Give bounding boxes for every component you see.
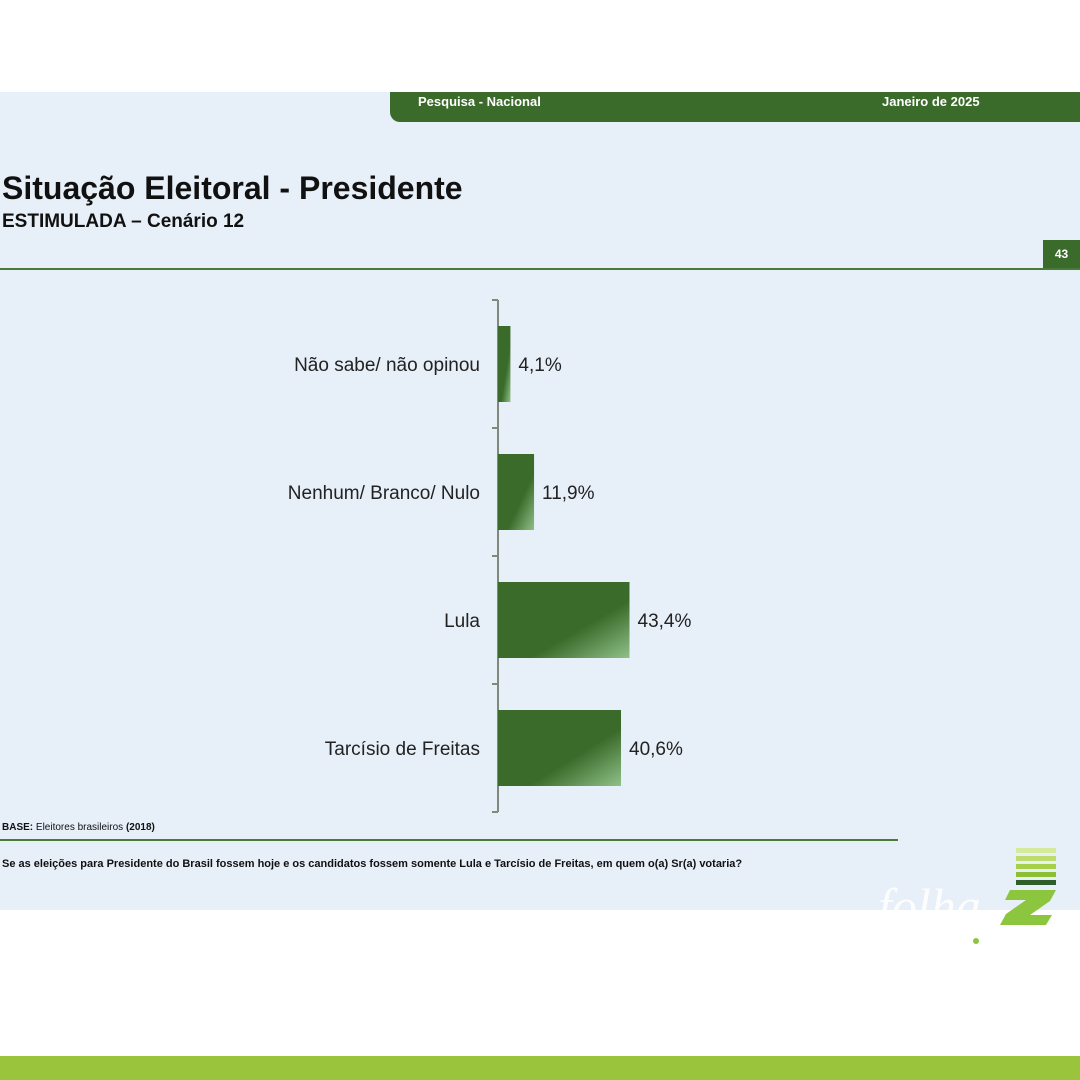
base-text: Eleitores brasileiros (35, 822, 124, 833)
title-divider (0, 268, 1080, 270)
chart-title: Situação Eleitoral - Presidente (2, 170, 463, 206)
bar-chart: Não sabe/ não opinou 4,1% Nenhum/ Branco/ … (288, 299, 692, 813)
data-label: 4,1% (518, 355, 561, 376)
header-bar: Pesquisa - Nacional Janeiro de 2025 (390, 92, 1080, 122)
footer-divider (0, 839, 898, 841)
survey-question: Se as eleições para Presidente do Brasil… (2, 858, 743, 870)
report-slide: Pesquisa - Nacional Janeiro de 2025 Situ… (0, 92, 1080, 910)
folhaz-logo: folha com (878, 848, 1056, 949)
page-number-badge: 43 (1043, 240, 1080, 268)
svg-text:com: com (985, 933, 1011, 949)
base-note: BASE: Eleitores brasileiros (2018) (2, 822, 155, 833)
category-label: Nenhum/ Branco/ Nulo (288, 483, 480, 504)
bar (498, 710, 622, 786)
category-label: Lula (444, 611, 480, 632)
svg-text:folha: folha (878, 878, 981, 934)
category-label: Tarcísio de Freitas (325, 739, 480, 760)
bar (498, 326, 511, 402)
data-label: 43,4% (638, 611, 692, 632)
category-label: Não sabe/ não opinou (294, 355, 480, 376)
data-label: 11,9% (542, 483, 595, 504)
bar (498, 454, 535, 530)
bar (498, 582, 630, 658)
base-year: (2018) (125, 822, 155, 833)
bottom-accent-band (0, 1056, 1080, 1080)
survey-date: Janeiro de 2025 (882, 94, 980, 109)
survey-label: Pesquisa - Nacional (418, 94, 541, 109)
chart-subtitle: ESTIMULADA – Cenário 12 (2, 211, 245, 232)
data-label: 40,6% (629, 739, 683, 760)
base-label: BASE: (2, 822, 34, 833)
